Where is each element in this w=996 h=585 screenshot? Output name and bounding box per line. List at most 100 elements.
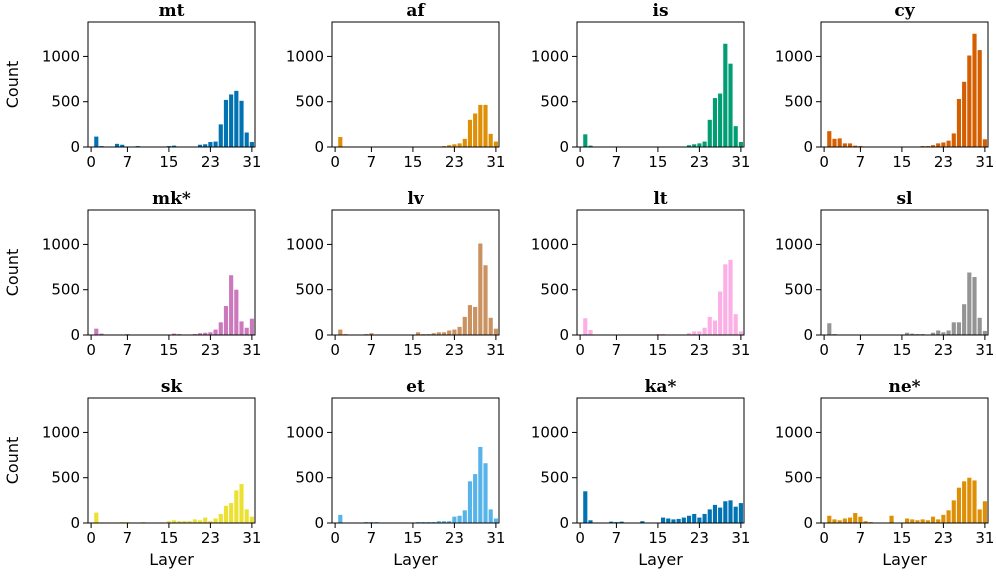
bar — [166, 521, 171, 523]
x-tick-label: 31 — [242, 153, 261, 171]
x-tick-label: 31 — [975, 341, 994, 359]
bar — [925, 520, 930, 523]
y-tick-label: 1000 — [286, 423, 324, 441]
bar — [431, 333, 436, 335]
bar — [936, 519, 941, 523]
bar — [697, 143, 702, 147]
panel-lv: lv 0 7 15 23 31 0 500 1000 — [286, 189, 506, 359]
bar — [229, 503, 234, 523]
bar — [738, 331, 743, 335]
y-tick-label: 1000 — [775, 423, 813, 441]
bar — [249, 516, 254, 523]
bar — [967, 477, 972, 523]
panel-ka-star: ka* 0 7 15 23 31 0 500 1000 Layer — [531, 377, 751, 569]
panel-title: lv — [407, 189, 424, 209]
x-tick-label: 7 — [612, 153, 622, 171]
x-tick-label: 15 — [403, 341, 422, 359]
plot-frame — [87, 209, 256, 336]
panel-et: et 0 7 15 23 31 0 500 1000 Layer — [286, 377, 506, 569]
bar — [842, 518, 847, 523]
bar — [723, 264, 728, 335]
bar — [369, 333, 374, 335]
bar — [218, 124, 223, 147]
bar — [588, 330, 593, 335]
bar — [483, 104, 488, 147]
bar — [493, 141, 498, 147]
bar — [686, 145, 692, 147]
panel-mk-star: mk* 0 7 15 23 31 0 500 1000 Count — [3, 189, 261, 359]
y-tick-label: 1000 — [286, 235, 324, 253]
x-tick-label: 0 — [86, 529, 96, 547]
plot-frame — [820, 21, 989, 148]
y-tick-label: 500 — [540, 469, 569, 487]
x-tick-label: 0 — [575, 529, 585, 547]
bar — [120, 144, 125, 147]
bar — [702, 141, 707, 147]
x-tick-label: 0 — [86, 341, 96, 359]
bar — [213, 329, 218, 335]
bar — [733, 126, 738, 147]
bar — [728, 259, 733, 335]
bar — [213, 141, 218, 147]
x-tick-label: 15 — [403, 153, 422, 171]
x-axis-label: Layer — [393, 550, 438, 569]
x-tick-label: 31 — [486, 529, 505, 547]
y-tick-label: 500 — [295, 281, 324, 299]
y-tick-label: 1000 — [286, 47, 324, 65]
bar — [588, 520, 593, 523]
bar — [982, 501, 987, 523]
x-tick-label: 15 — [648, 341, 667, 359]
x-tick-label: 23 — [201, 153, 220, 171]
bar — [478, 243, 483, 335]
y-tick-label: 500 — [295, 93, 324, 111]
x-tick-label: 23 — [934, 529, 953, 547]
bar — [728, 63, 733, 147]
bar — [910, 333, 915, 335]
panel-sl: sl 0 7 15 23 31 0 500 1000 — [775, 189, 995, 359]
y-tick-label: 0 — [803, 326, 813, 344]
x-tick-label: 7 — [856, 153, 866, 171]
x-tick-label: 0 — [86, 153, 96, 171]
y-tick-label: 0 — [70, 514, 80, 532]
y-tick-label: 500 — [51, 93, 80, 111]
x-tick-label: 23 — [445, 341, 464, 359]
y-tick-label: 500 — [51, 281, 80, 299]
bar — [447, 330, 452, 335]
bar — [182, 521, 187, 523]
x-tick-label: 15 — [159, 153, 178, 171]
panel-is: is 0 7 15 23 31 0 500 1000 — [531, 1, 751, 171]
y-tick-label: 0 — [803, 514, 813, 532]
panel-af: af 0 7 15 23 31 0 500 1000 — [286, 1, 506, 171]
bar — [847, 143, 853, 147]
bar — [920, 519, 925, 523]
plot-frame — [87, 397, 256, 524]
bar — [728, 500, 733, 523]
x-tick-label: 15 — [159, 341, 178, 359]
bar — [452, 516, 457, 523]
bar — [457, 143, 462, 147]
x-tick-label: 31 — [486, 153, 505, 171]
bar — [661, 517, 666, 523]
y-tick-label: 0 — [559, 514, 569, 532]
y-axis-label: Count — [3, 437, 22, 485]
x-tick-label: 7 — [612, 529, 622, 547]
bar — [832, 138, 837, 147]
y-tick-label: 500 — [51, 469, 80, 487]
x-axis-label: Layer — [638, 550, 683, 569]
y-axis-label: Count — [3, 249, 22, 297]
bar — [452, 144, 457, 147]
bar — [213, 518, 218, 523]
panel-cy: cy 0 7 15 23 31 0 500 1000 — [775, 1, 995, 171]
x-tick-label: 15 — [159, 529, 178, 547]
bar — [457, 326, 462, 335]
bar — [982, 139, 987, 147]
x-tick-label: 7 — [367, 341, 377, 359]
bar — [905, 518, 910, 523]
x-tick-label: 0 — [330, 529, 340, 547]
bar — [177, 521, 182, 523]
y-tick-label: 0 — [559, 326, 569, 344]
bar — [853, 513, 858, 523]
plot-frame — [820, 209, 989, 336]
bar — [718, 93, 723, 147]
